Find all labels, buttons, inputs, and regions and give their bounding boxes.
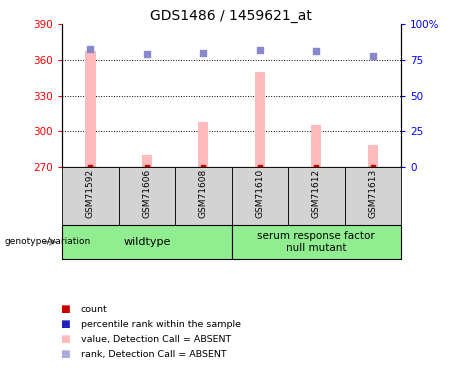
- Text: ■: ■: [60, 350, 70, 359]
- Bar: [175, 167, 231, 225]
- Text: count: count: [81, 305, 107, 314]
- Text: GSM71608: GSM71608: [199, 169, 208, 218]
- Text: serum response factor
null mutant: serum response factor null mutant: [258, 231, 375, 253]
- Point: [200, 165, 207, 171]
- Bar: [288, 167, 344, 225]
- Point: [369, 165, 377, 171]
- Text: GSM71592: GSM71592: [86, 169, 95, 218]
- Bar: [231, 167, 288, 225]
- Bar: [118, 167, 175, 225]
- Point: [313, 48, 320, 54]
- Bar: [231, 225, 401, 259]
- Text: wildtype: wildtype: [123, 237, 171, 247]
- Text: GSM71613: GSM71613: [368, 169, 378, 218]
- Point: [256, 47, 264, 53]
- Point: [87, 165, 94, 171]
- Bar: [62, 225, 231, 259]
- Text: ■: ■: [60, 334, 70, 344]
- Text: rank, Detection Call = ABSENT: rank, Detection Call = ABSENT: [81, 350, 226, 359]
- Point: [313, 165, 320, 171]
- Text: genotype/variation: genotype/variation: [5, 237, 91, 246]
- Bar: [142, 155, 152, 167]
- Point: [87, 46, 94, 52]
- Point: [369, 53, 377, 59]
- Bar: [62, 167, 118, 225]
- Text: ■: ■: [60, 320, 70, 329]
- Text: percentile rank within the sample: percentile rank within the sample: [81, 320, 241, 329]
- Bar: [255, 72, 265, 167]
- Point: [200, 50, 207, 56]
- Text: GDS1486 / 1459621_at: GDS1486 / 1459621_at: [149, 9, 312, 23]
- Text: GSM71612: GSM71612: [312, 169, 321, 218]
- Bar: [344, 167, 401, 225]
- Text: ■: ■: [60, 304, 70, 314]
- Bar: [368, 146, 378, 167]
- Text: GSM71606: GSM71606: [142, 169, 152, 218]
- Bar: [85, 51, 95, 167]
- Point: [256, 165, 264, 171]
- Point: [143, 165, 151, 171]
- Bar: [198, 122, 208, 167]
- Point: [143, 51, 151, 57]
- Text: GSM71610: GSM71610: [255, 169, 265, 218]
- Bar: [311, 125, 321, 167]
- Text: value, Detection Call = ABSENT: value, Detection Call = ABSENT: [81, 335, 231, 344]
